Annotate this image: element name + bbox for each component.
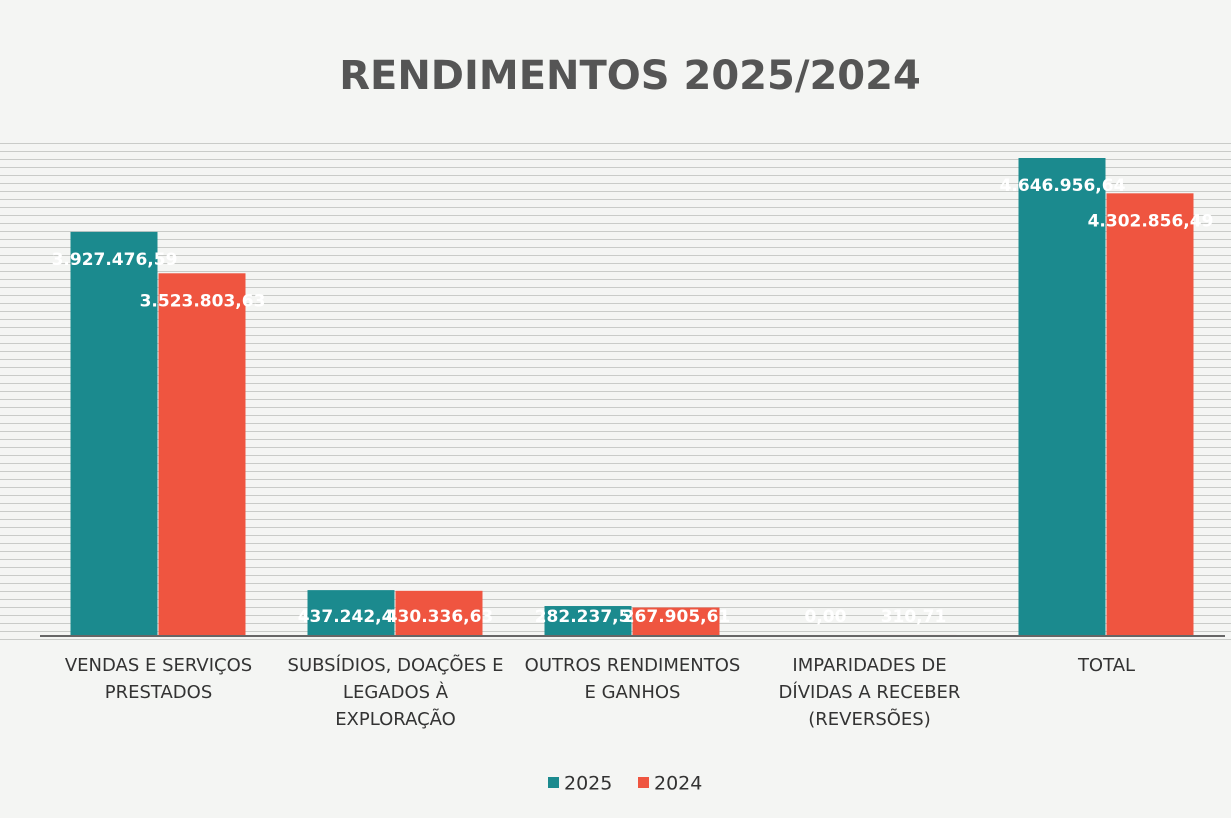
x-tick-label: OUTROS RENDIMENTOS E GANHOS — [524, 655, 741, 703]
bar — [395, 590, 483, 635]
x-tick-label: TOTAL — [1077, 655, 1136, 676]
bar — [307, 590, 395, 635]
bar — [1018, 158, 1106, 635]
value-label: 282.237,57 — [535, 607, 643, 627]
title-band — [0, 0, 1231, 140]
value-label: 3.927.476,59 — [52, 250, 178, 270]
value-label: 267.905,61 — [623, 607, 731, 627]
legend-swatch — [638, 777, 649, 788]
legend-label: 2024 — [654, 773, 702, 795]
value-label: 430.336,63 — [386, 607, 494, 627]
value-label: 3.523.803,63 — [140, 291, 266, 311]
value-label: 4.646.956,64 — [1000, 176, 1126, 196]
value-label: 4.302.856,49 — [1088, 211, 1214, 231]
bar — [544, 606, 632, 635]
bar — [70, 231, 158, 635]
value-label: 310,71 — [881, 607, 947, 627]
bar — [632, 607, 720, 635]
x-tick-label: IMPARIDADES DE DÍVIDAS A RECEBER (REVERS… — [778, 655, 961, 730]
x-tick-label: VENDAS E SERVIÇOS PRESTADOS — [64, 655, 253, 703]
value-label: 0,00 — [805, 607, 847, 627]
bar — [158, 273, 246, 635]
value-label: 437.242,48 — [298, 607, 406, 627]
label-band — [0, 645, 1231, 818]
legend-label: 2025 — [564, 773, 612, 795]
bar — [1106, 193, 1194, 635]
x-tick-label: SUBSÍDIOS, DOAÇÕES E LEGADOS À EXPLORAÇÃ… — [287, 655, 504, 730]
chart-title: RENDIMENTOS 2025/2024 — [339, 53, 921, 99]
legend-swatch — [548, 777, 559, 788]
